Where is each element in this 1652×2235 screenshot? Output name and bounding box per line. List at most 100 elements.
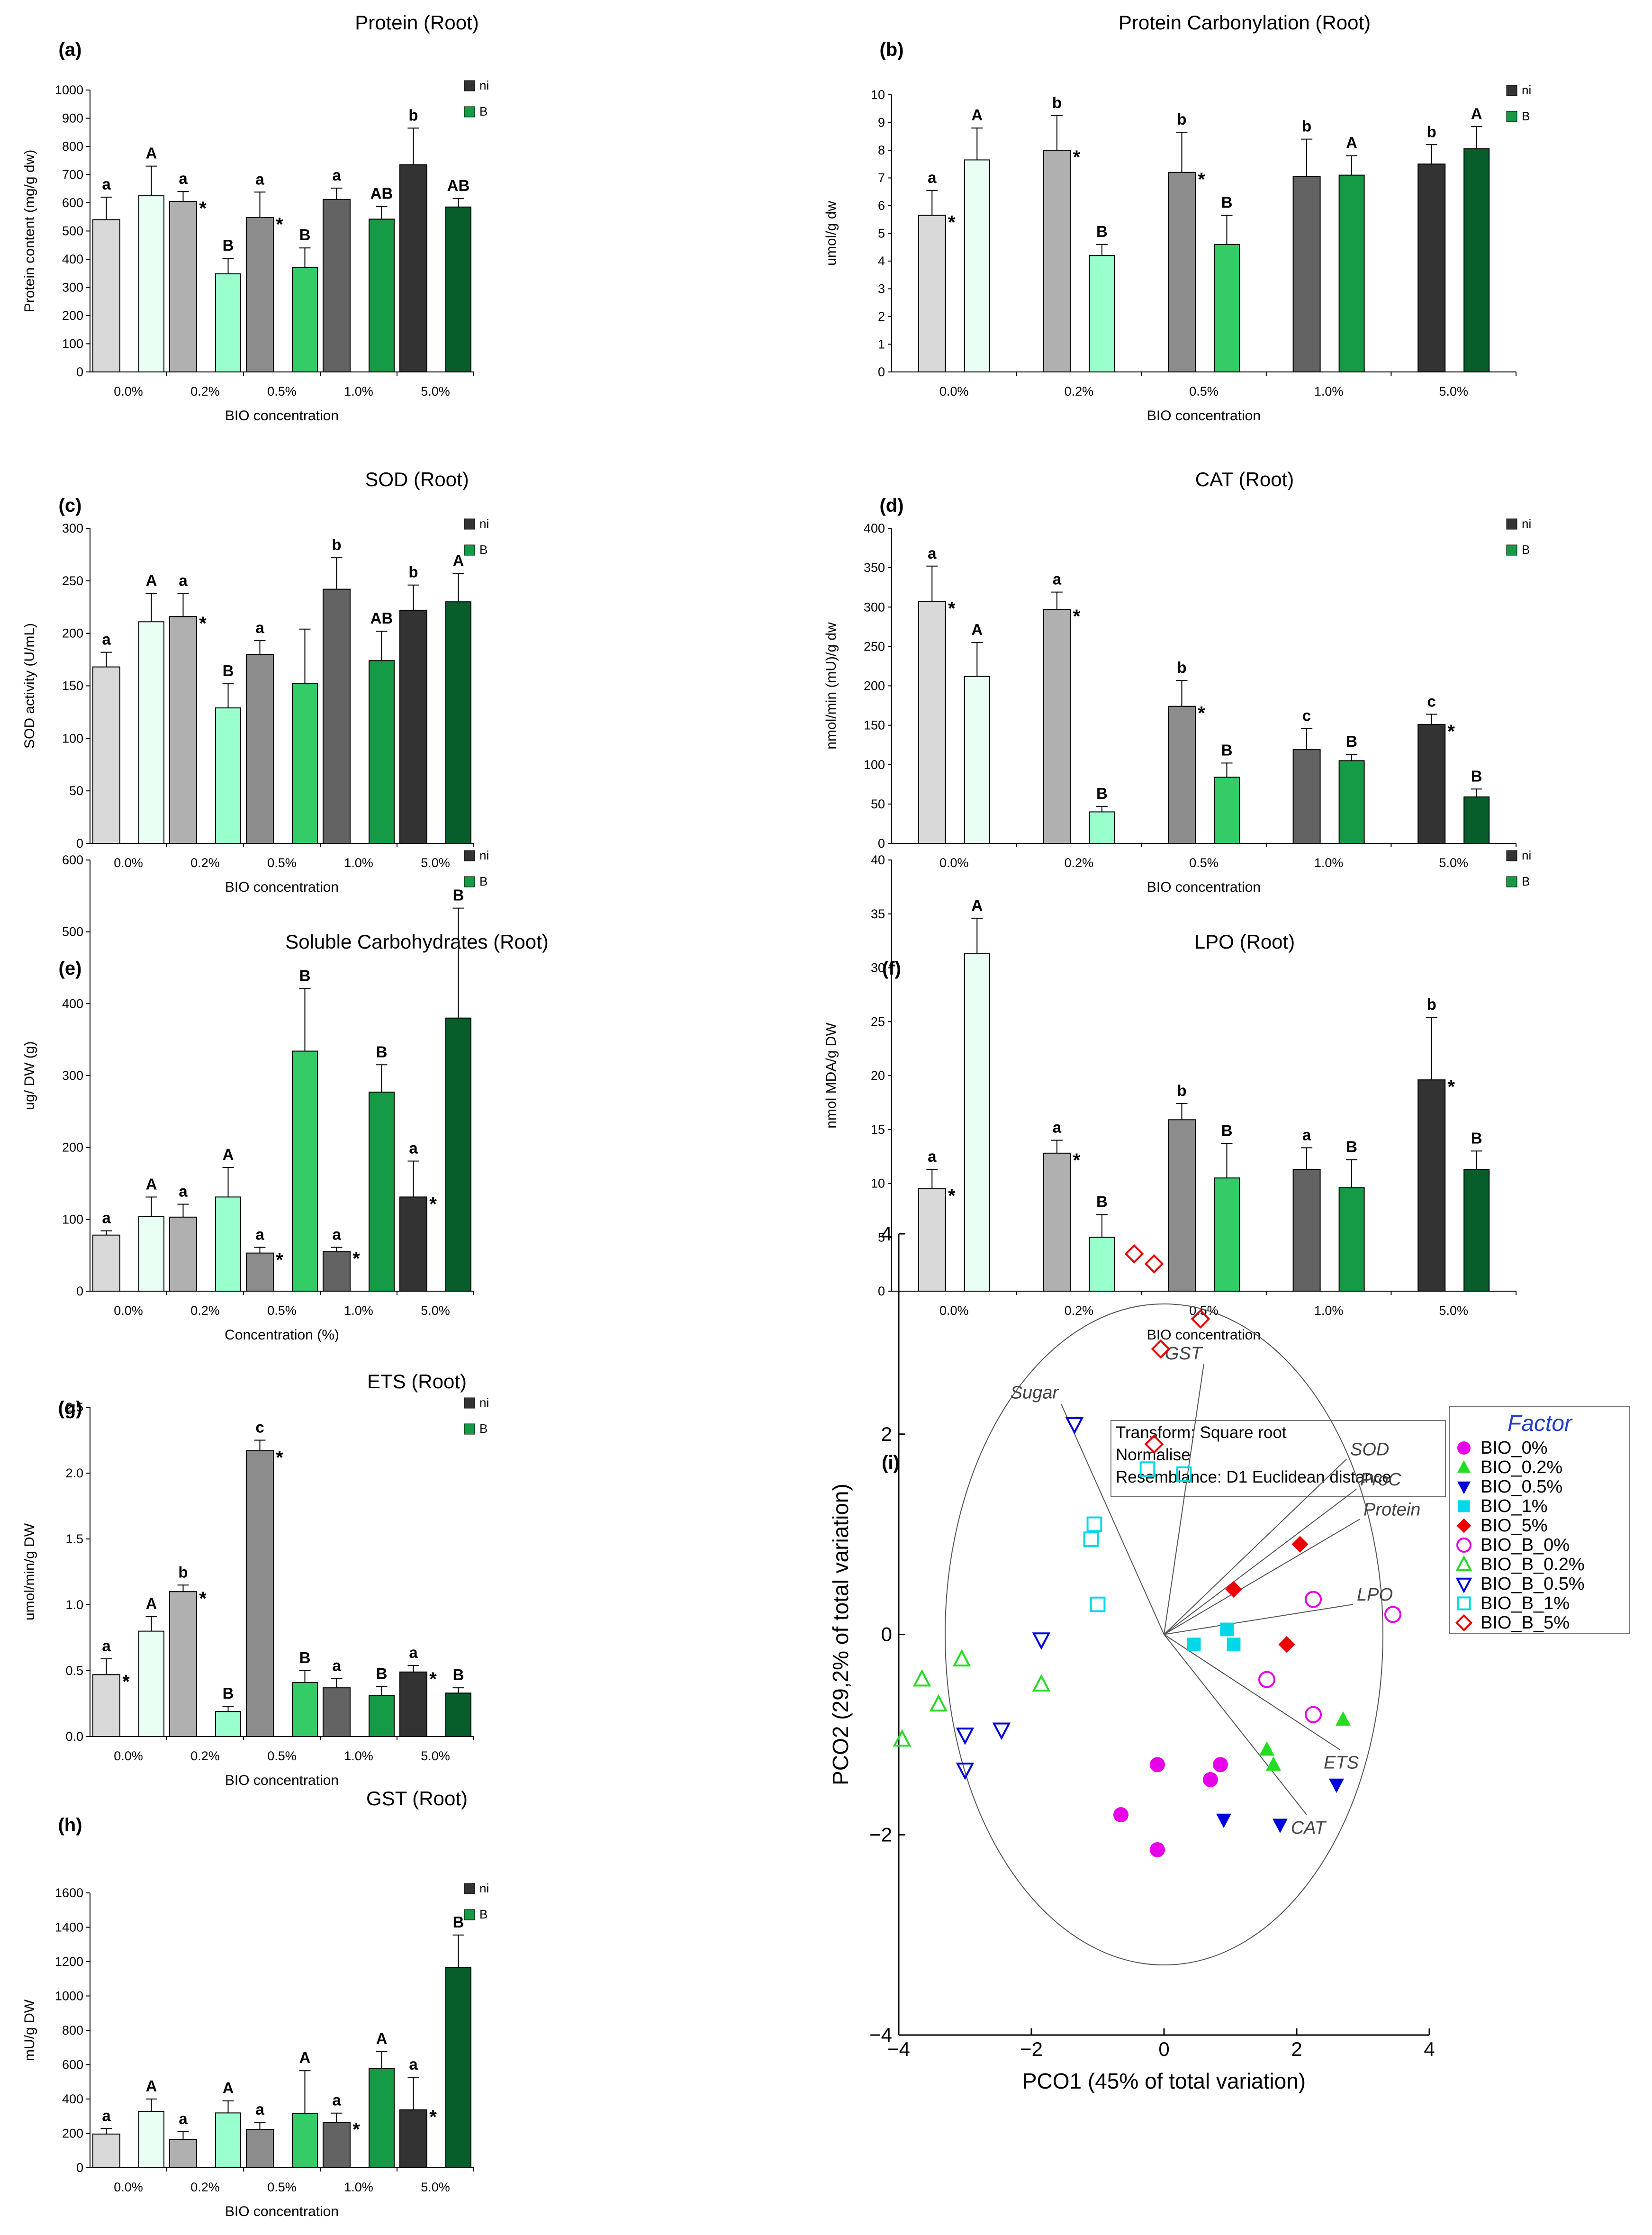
bar-ni-0.2% [169, 616, 197, 844]
bar-B-0.2% [215, 2112, 241, 2168]
x-tick-label: 0.0% [114, 384, 143, 398]
bar-B-0.5% [292, 1050, 318, 1292]
y-tick-label: 100 [864, 758, 885, 772]
y-axis-label: nmol MDA/g DW [823, 1022, 839, 1129]
chart-title-a: Protein (Root) [355, 11, 478, 34]
significance-letter: AB [370, 185, 393, 202]
pco-legend-label: BIO_B_0% [1480, 1535, 1570, 1555]
y-tick-label: 25 [871, 1014, 885, 1029]
y-axis-label: umol/g dw [823, 201, 839, 266]
point-bio_b_02 [912, 1669, 931, 1687]
x-tick-label: 0.5% [1189, 856, 1219, 870]
point-bio_b_02 [929, 1694, 948, 1712]
significance-star: * [1073, 606, 1081, 627]
significance-letter: b [1052, 94, 1062, 111]
panel-label-a: (a) [59, 39, 82, 60]
significance-star: * [948, 1185, 956, 1206]
x-axis-label: BIO concentration [1147, 408, 1261, 424]
info-line: Resemblance: D1 Euclidean distance [1116, 1468, 1391, 1486]
legend-marker-bio_b_02 [1455, 1555, 1472, 1571]
bar-ni-0.0% [92, 1674, 120, 1737]
bar-ni-0.5% [1168, 172, 1196, 372]
vector-label-cat: CAT [1291, 1818, 1327, 1838]
bar-ni-1.0% [1292, 176, 1321, 372]
legend-label-ni: ni [1522, 516, 1531, 531]
significance-letter: B [1096, 785, 1108, 802]
x-tick-label: 1.0% [1314, 384, 1344, 398]
significance-letter: a [409, 2055, 418, 2073]
point-bio_b_05 [1032, 1632, 1051, 1650]
point-bio_b_5 [1144, 1434, 1164, 1454]
x-tick-label: 0.5% [267, 1749, 297, 1763]
significance-letter: B [1221, 1122, 1233, 1139]
point-bio_1 [1187, 1638, 1201, 1652]
x-tick-label: 0.5% [1189, 1303, 1219, 1318]
significance-letter: B [376, 1665, 388, 1682]
y-tick-label: 0 [76, 1284, 83, 1298]
point-bio_b_05 [956, 1728, 975, 1745]
bar-B-0.2% [215, 273, 241, 372]
vector-label-protein: Protein [1363, 1500, 1420, 1520]
y-tick-label: 0 [76, 365, 83, 379]
legend-swatch-ni [464, 850, 475, 861]
significance-letter: B [453, 1666, 464, 1683]
y-tick-label: 200 [62, 626, 83, 641]
vector-line-protein [1164, 1519, 1360, 1635]
pco-x-tick-label: 4 [1424, 2038, 1435, 2060]
bar-ni-0.2% [1043, 609, 1071, 844]
significance-letter: a [102, 1637, 111, 1655]
significance-letter: B [1346, 733, 1357, 750]
bar-ni-0.2% [1043, 1152, 1071, 1292]
bar-ni-0.0% [918, 1188, 946, 1292]
pco-y-tick-label: 0 [881, 1623, 892, 1646]
point-bio_02 [1259, 1741, 1274, 1756]
vector-label-ets: ETS [1324, 1753, 1359, 1773]
y-tick-label: 5 [878, 226, 885, 241]
significance-letter: B [223, 1684, 234, 1702]
legend-marker-bio_b_1 [1457, 1596, 1471, 1611]
significance-letter: A [146, 1175, 157, 1193]
bar-ni-0.0% [918, 215, 946, 372]
pco-x-axis-label: PCO1 (45% of total variation) [1022, 2069, 1306, 2093]
x-tick-label: 0.2% [1065, 384, 1094, 398]
significance-star: * [429, 1194, 437, 1214]
y-tick-label: 350 [864, 561, 885, 575]
bar-B-0.2% [215, 1711, 241, 1737]
significance-letter: b [408, 563, 418, 581]
y-tick-label: 150 [62, 679, 83, 693]
y-tick-label: 500 [62, 925, 83, 939]
legend-marker-bio_02 [1457, 1460, 1471, 1473]
pco-x-tick-label: 2 [1291, 2038, 1302, 2060]
bar-B-1.0% [369, 1695, 395, 1737]
x-tick-label: 0.5% [1189, 384, 1219, 398]
x-tick-label: 5.0% [421, 1303, 450, 1318]
significance-letter: b [1177, 110, 1186, 128]
y-tick-label: 700 [62, 168, 83, 182]
x-tick-label: 5.0% [421, 856, 450, 870]
significance-letter: a [332, 1225, 341, 1243]
bar-ni-5.0% [399, 1196, 427, 1292]
y-tick-label: 1.0 [65, 1598, 83, 1612]
info-line: Normalise [1116, 1446, 1191, 1464]
bar-ni-5.0% [399, 609, 427, 844]
bar-ni-1.0% [323, 2122, 351, 2169]
y-tick-label: 0.0 [65, 1729, 83, 1744]
bar-B-0.2% [215, 1196, 241, 1292]
legend-label-ni: ni [479, 1881, 489, 1895]
bar-ni-1.0% [323, 1251, 351, 1292]
y-tick-label: 200 [62, 2126, 83, 2141]
point-bio_b_02 [952, 1649, 971, 1667]
y-tick-label: 1400 [55, 1920, 83, 1935]
y-tick-label: 400 [62, 252, 83, 266]
bar-B-0.0% [964, 159, 990, 372]
significance-letter: b [1427, 995, 1436, 1013]
y-tick-label: 1000 [55, 1989, 83, 2003]
legend-label-B: B [479, 874, 487, 888]
chart-title-d: CAT (Root) [1195, 468, 1294, 490]
significance-letter: a [928, 544, 937, 562]
y-tick-label: 800 [62, 139, 83, 154]
bar-B-0.5% [292, 2113, 318, 2168]
x-axis-label: BIO concentration [1147, 1327, 1261, 1343]
panel-b-protein-carbonylation-chart: Protein Carbonylation (Root) (b) 0 1 2 3 4 5 6 7 8… [823, 11, 1531, 424]
